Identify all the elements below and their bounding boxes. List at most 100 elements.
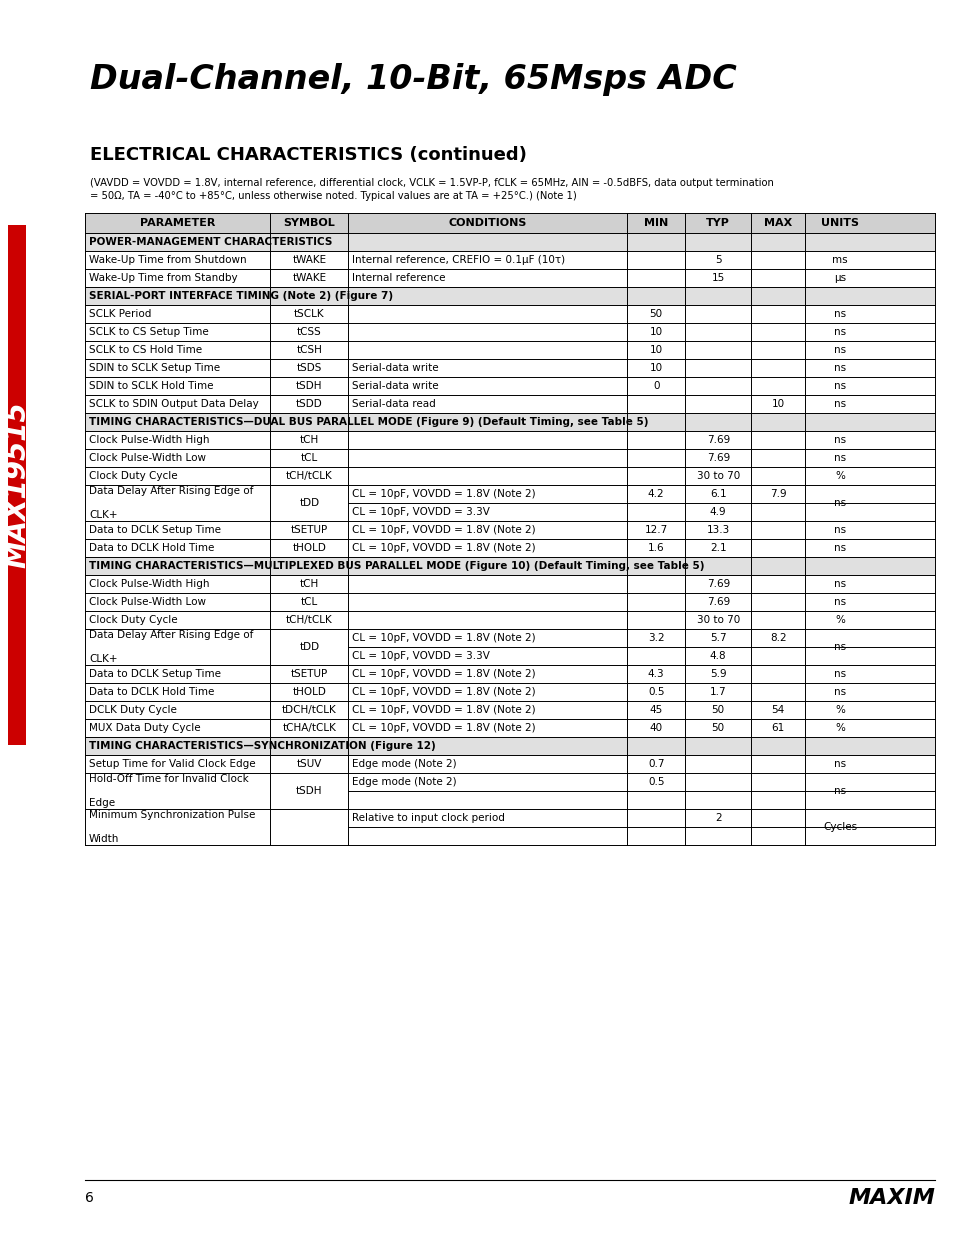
Text: 13.3: 13.3 [706, 525, 729, 535]
Text: ns: ns [833, 399, 845, 409]
Bar [85, 557, 934, 576]
Text: tSDS: tSDS [296, 363, 322, 373]
Text: 2: 2 [714, 813, 720, 823]
Text: tHOLD: tHOLD [293, 543, 326, 553]
Text: Cycles: Cycles [822, 823, 857, 832]
Text: SCLK to CS Setup Time: SCLK to CS Setup Time [89, 327, 209, 337]
Text: PARAMETER: PARAMETER [140, 219, 215, 228]
Text: tSDH: tSDH [295, 382, 322, 391]
Text: 54: 54 [771, 705, 784, 715]
Text: 30 to 70: 30 to 70 [696, 615, 740, 625]
Text: 2.1: 2.1 [709, 543, 726, 553]
Text: CL = 10pF, VOVDD = 1.8V (Note 2): CL = 10pF, VOVDD = 1.8V (Note 2) [352, 705, 536, 715]
Bar [85, 538, 934, 557]
Text: tCHA/tCLK: tCHA/tCLK [282, 722, 336, 734]
Text: tCSH: tCSH [296, 345, 322, 354]
Bar [85, 212, 934, 233]
Text: Dual-Channel, 10-Bit, 65Msps ADC: Dual-Channel, 10-Bit, 65Msps ADC [90, 63, 736, 96]
Text: 4.3: 4.3 [647, 669, 664, 679]
Text: 4.8: 4.8 [709, 651, 726, 661]
Text: tSETUP: tSETUP [291, 525, 328, 535]
Text: ELECTRICAL CHARACTERISTICS (continued): ELECTRICAL CHARACTERISTICS (continued) [90, 146, 526, 164]
Text: 0: 0 [652, 382, 659, 391]
Text: Clock Pulse-Width High: Clock Pulse-Width High [89, 435, 210, 445]
Text: 15: 15 [711, 273, 724, 283]
Text: Relative to input clock period: Relative to input clock period [352, 813, 505, 823]
Text: 10: 10 [649, 345, 662, 354]
Text: ns: ns [833, 382, 845, 391]
Text: 7.69: 7.69 [706, 453, 729, 463]
Text: ns: ns [833, 309, 845, 319]
Text: 50: 50 [711, 705, 724, 715]
Text: CL = 10pF, VOVDD = 1.8V (Note 2): CL = 10pF, VOVDD = 1.8V (Note 2) [352, 722, 536, 734]
Text: 4.2: 4.2 [647, 489, 664, 499]
Text: Clock Duty Cycle: Clock Duty Cycle [89, 471, 177, 480]
Text: MAX: MAX [763, 219, 792, 228]
Bar [85, 719, 934, 737]
Text: Edge mode (Note 2): Edge mode (Note 2) [352, 777, 456, 787]
Text: 5.9: 5.9 [709, 669, 726, 679]
Text: Data to DCLK Hold Time: Data to DCLK Hold Time [89, 543, 214, 553]
Text: SDIN to SCLK Setup Time: SDIN to SCLK Setup Time [89, 363, 220, 373]
Text: ns: ns [833, 453, 845, 463]
Text: Internal reference: Internal reference [352, 273, 446, 283]
Text: MUX Data Duty Cycle: MUX Data Duty Cycle [89, 722, 200, 734]
Text: TIMING CHARACTERISTICS—SYNCHRONIZATION (Figure 12): TIMING CHARACTERISTICS—SYNCHRONIZATION (… [89, 741, 436, 751]
Text: 30 to 70: 30 to 70 [696, 471, 740, 480]
Text: Width: Width [89, 834, 119, 844]
Text: 0.5: 0.5 [647, 687, 663, 697]
Bar [85, 324, 934, 341]
Text: Serial-data write: Serial-data write [352, 382, 438, 391]
Bar [85, 576, 934, 593]
Text: %: % [835, 705, 844, 715]
Text: SCLK to SDIN Output Data Delay: SCLK to SDIN Output Data Delay [89, 399, 258, 409]
Bar [85, 251, 934, 269]
Text: CL = 10pF, VOVDD = 3.3V: CL = 10pF, VOVDD = 3.3V [352, 651, 490, 661]
Text: Serial-data read: Serial-data read [352, 399, 436, 409]
Text: CL = 10pF, VOVDD = 1.8V (Note 2): CL = 10pF, VOVDD = 1.8V (Note 2) [352, 669, 536, 679]
Text: 3.2: 3.2 [647, 634, 664, 643]
Text: 50: 50 [649, 309, 662, 319]
Text: TIMING CHARACTERISTICS—DUAL BUS PARALLEL MODE (Figure 9) (Default Timing, see Ta: TIMING CHARACTERISTICS—DUAL BUS PARALLEL… [89, 417, 648, 427]
Text: tDD: tDD [299, 498, 319, 508]
Bar [85, 629, 934, 664]
Text: 7.69: 7.69 [706, 579, 729, 589]
Text: Wake-Up Time from Shutdown: Wake-Up Time from Shutdown [89, 254, 247, 266]
Text: 1.7: 1.7 [709, 687, 726, 697]
Text: 5: 5 [714, 254, 720, 266]
Text: ns: ns [833, 345, 845, 354]
Bar [85, 773, 934, 809]
Text: tSDH: tSDH [295, 785, 322, 797]
Text: ns: ns [833, 327, 845, 337]
Text: tCH/tCLK: tCH/tCLK [286, 471, 333, 480]
Bar [85, 809, 934, 845]
Text: Clock Pulse-Width High: Clock Pulse-Width High [89, 579, 210, 589]
Text: tDCH/tCLK: tDCH/tCLK [282, 705, 336, 715]
Text: 0.5: 0.5 [647, 777, 663, 787]
Text: Internal reference, CREFIO = 0.1μF (10τ): Internal reference, CREFIO = 0.1μF (10τ) [352, 254, 565, 266]
Bar [85, 269, 934, 287]
Text: tWAKE: tWAKE [292, 273, 326, 283]
Text: 10: 10 [649, 327, 662, 337]
Text: Data to DCLK Setup Time: Data to DCLK Setup Time [89, 525, 221, 535]
Text: ns: ns [833, 687, 845, 697]
Text: CL = 10pF, VOVDD = 1.8V (Note 2): CL = 10pF, VOVDD = 1.8V (Note 2) [352, 489, 536, 499]
Text: DCLK Duty Cycle: DCLK Duty Cycle [89, 705, 176, 715]
Text: ns: ns [833, 642, 845, 652]
Bar [85, 664, 934, 683]
Text: Setup Time for Valid Clock Edge: Setup Time for Valid Clock Edge [89, 760, 255, 769]
Bar [85, 377, 934, 395]
Text: %: % [835, 722, 844, 734]
Text: MAXIM: MAXIM [847, 1188, 934, 1208]
Text: Data to DCLK Hold Time: Data to DCLK Hold Time [89, 687, 214, 697]
Text: 8.2: 8.2 [769, 634, 785, 643]
Text: tSDD: tSDD [295, 399, 322, 409]
Text: ns: ns [833, 525, 845, 535]
Text: Hold-Off Time for Invalid Clock: Hold-Off Time for Invalid Clock [89, 774, 249, 784]
Text: ns: ns [833, 543, 845, 553]
Text: 40: 40 [649, 722, 662, 734]
Text: tHOLD: tHOLD [293, 687, 326, 697]
Text: 45: 45 [649, 705, 662, 715]
Text: 50: 50 [711, 722, 724, 734]
Text: %: % [835, 471, 844, 480]
